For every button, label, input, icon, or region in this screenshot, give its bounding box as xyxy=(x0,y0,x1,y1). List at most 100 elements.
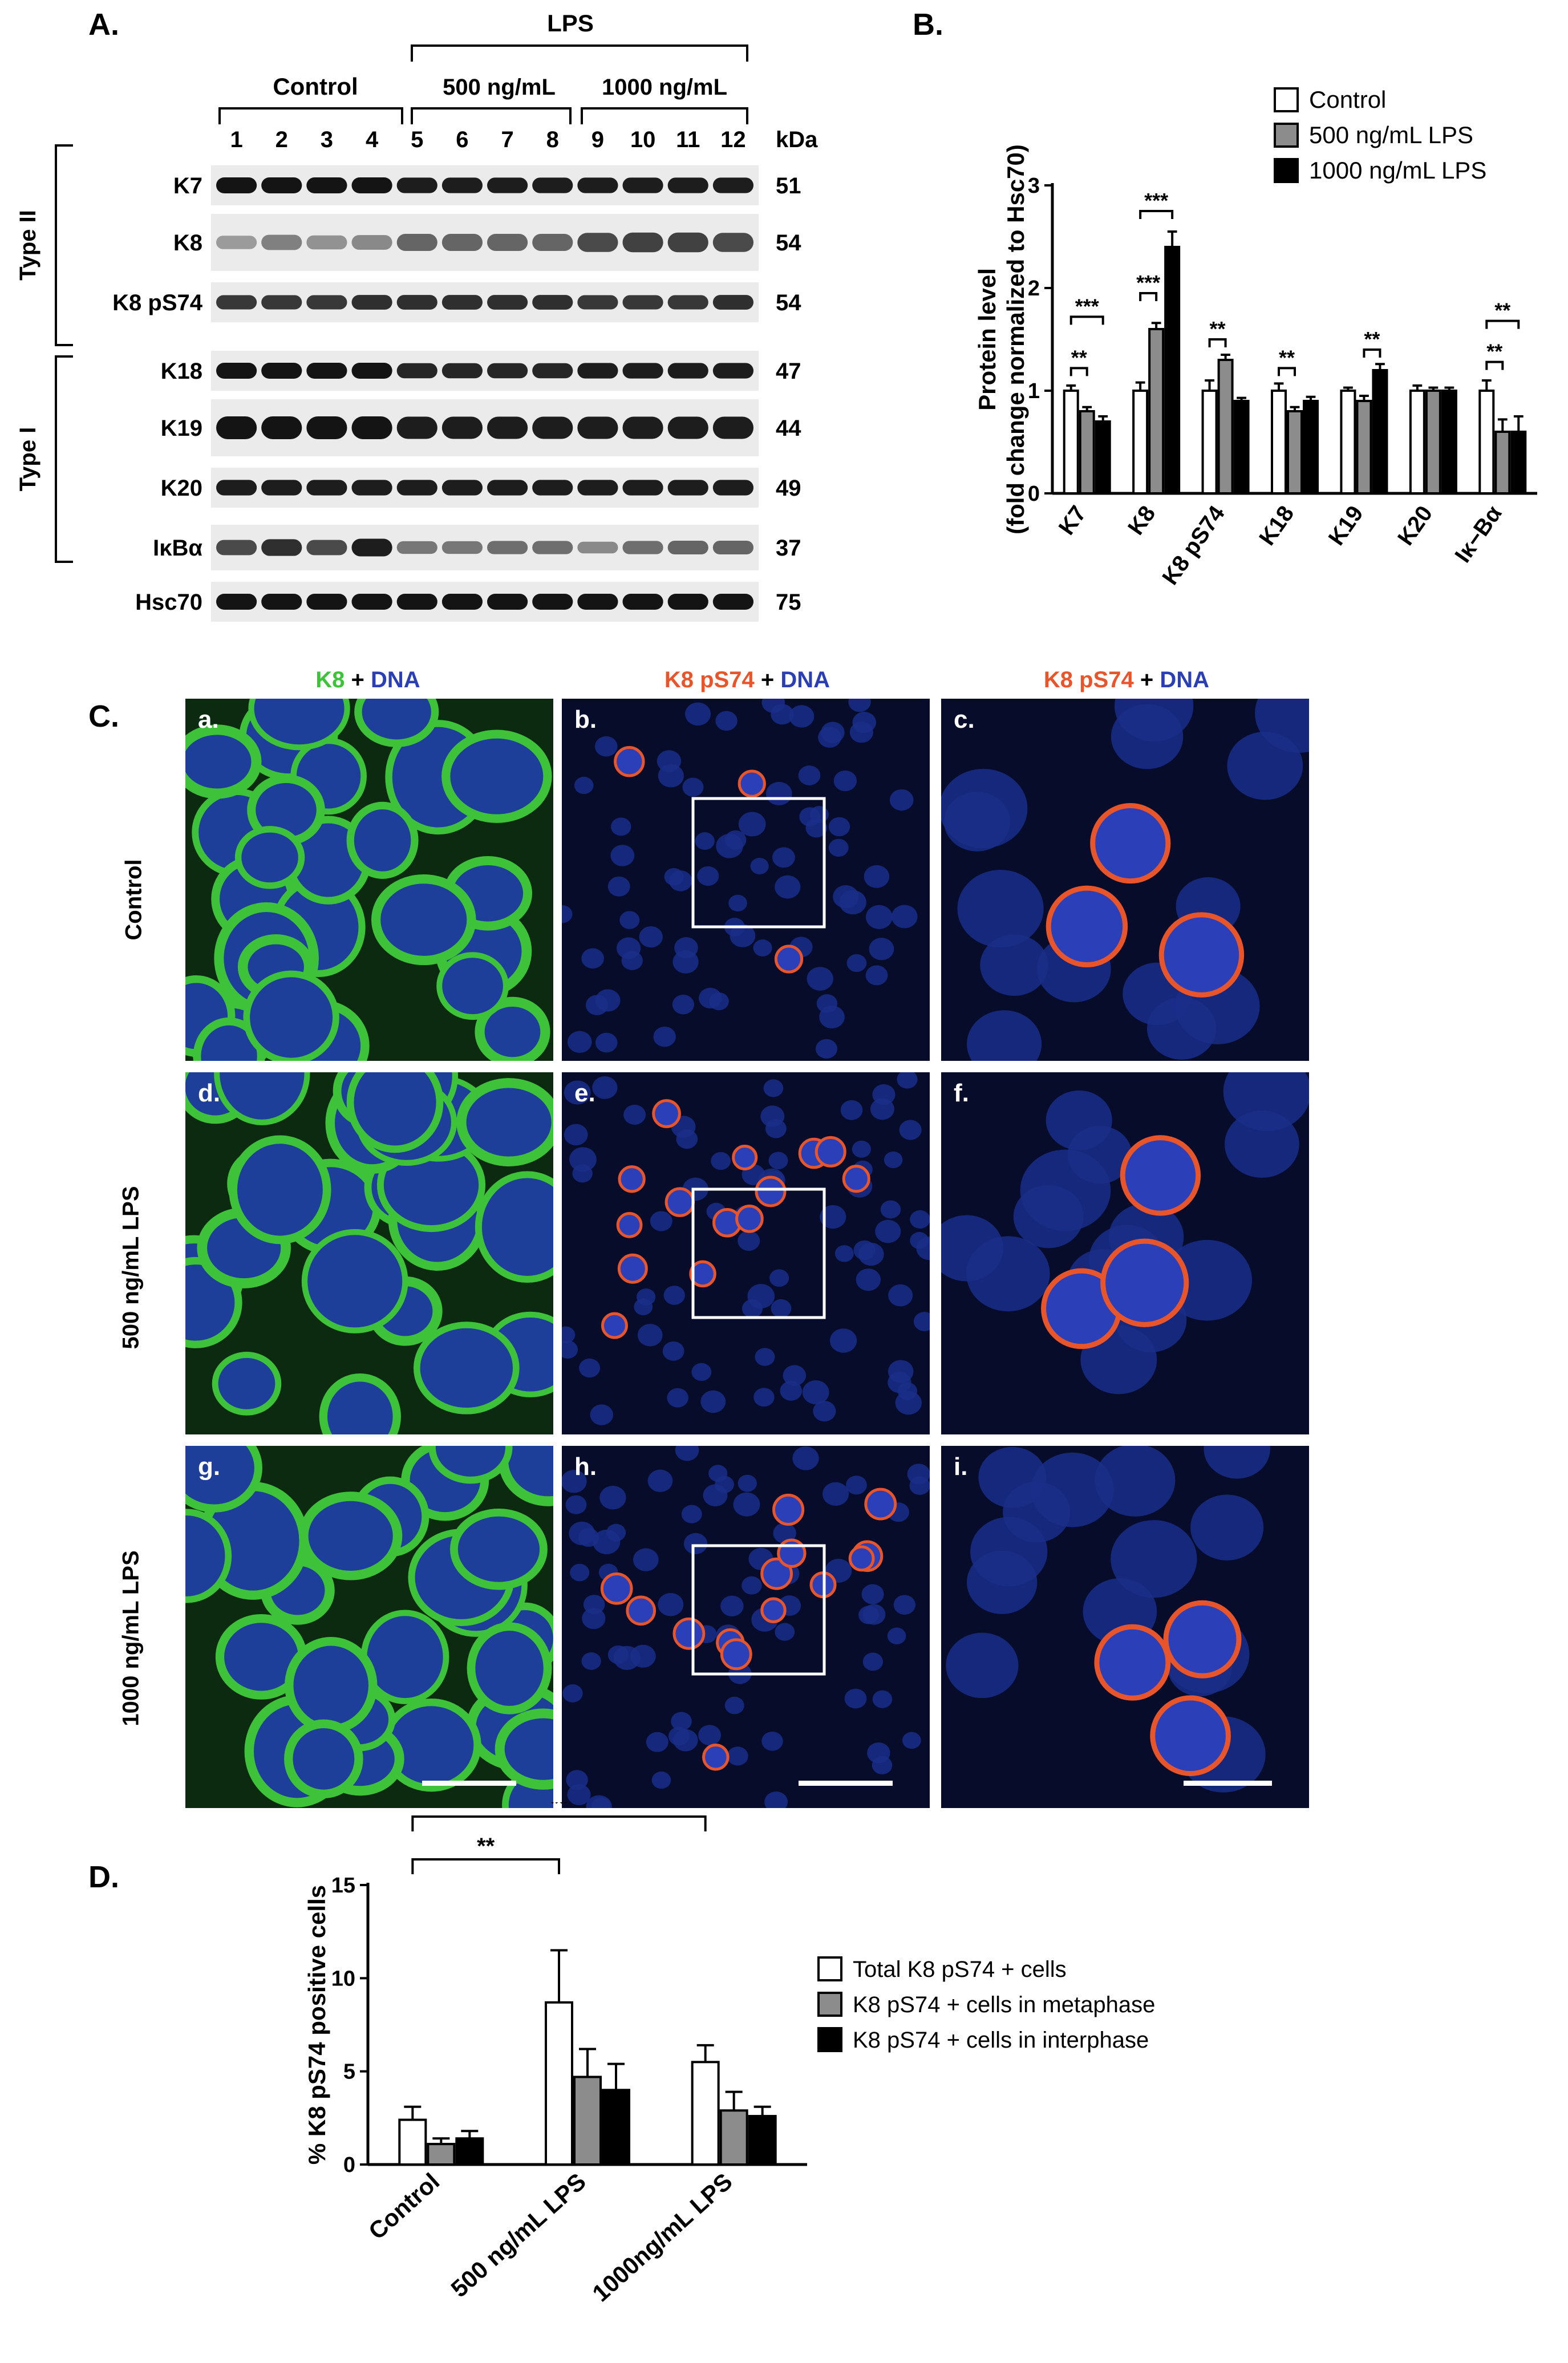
cell-nucleus xyxy=(765,781,792,805)
blot-row: K7 51 xyxy=(173,165,801,205)
cell-nucleus xyxy=(910,1210,930,1229)
cell-nucleus xyxy=(637,1324,663,1347)
col-header-2: K8 pS74 + DNA xyxy=(562,667,933,693)
cell-nucleus xyxy=(495,1708,553,1790)
blot-band xyxy=(441,363,483,379)
cell-nucleus xyxy=(441,729,552,823)
blot-band xyxy=(216,416,257,439)
cell-nucleus xyxy=(671,1712,692,1731)
k8-ps74-positive-cell xyxy=(864,1487,897,1521)
cell-nucleus xyxy=(869,938,894,960)
significance-label: ** xyxy=(1071,346,1087,369)
cell-nucleus xyxy=(650,1211,672,1231)
cell-nucleus xyxy=(570,1563,590,1582)
k8-ps74-positive-cell xyxy=(689,1260,716,1288)
cell-nucleus xyxy=(738,812,766,837)
bar xyxy=(1164,246,1181,495)
significance-bracket xyxy=(1208,338,1227,347)
cell-nucleus xyxy=(829,1328,857,1353)
cell-nucleus xyxy=(852,711,876,733)
blot-band xyxy=(441,233,483,252)
cell-nucleus xyxy=(819,1006,845,1029)
cell-nucleus xyxy=(691,1363,712,1381)
blot-strip xyxy=(211,525,759,570)
lane-numbers: 1 2 3 4 5 6 7 8 9 10 11 12 xyxy=(230,127,745,152)
type-ii-bracket xyxy=(55,144,73,346)
cell-nucleus xyxy=(875,1219,901,1243)
cell-nucleus xyxy=(738,1474,757,1492)
cell-nucleus xyxy=(724,1696,744,1715)
col-header-3: K8 pS74 + DNA xyxy=(941,667,1312,693)
type-i-bracket xyxy=(55,355,73,563)
cell-nucleus xyxy=(720,1595,744,1617)
row-label-control: Control xyxy=(121,859,147,941)
col-header-2-dna: DNA xyxy=(780,667,830,692)
legend-swatch xyxy=(817,1992,842,2017)
cell-nucleus xyxy=(1031,1452,1114,1527)
cell-nucleus xyxy=(229,1135,331,1245)
blot-band xyxy=(261,594,302,610)
blot-band xyxy=(351,177,392,193)
blot-band xyxy=(441,541,483,554)
k8-ps74-positive-cell xyxy=(720,1638,752,1671)
cell-nucleus xyxy=(840,1100,863,1120)
cell-nucleus xyxy=(844,1688,867,1709)
significance-bracket xyxy=(411,1815,707,1831)
blot-band xyxy=(667,480,708,496)
cell-nucleus xyxy=(703,1484,728,1507)
cell-nucleus xyxy=(750,857,769,874)
blot-band xyxy=(532,233,573,252)
blot-band xyxy=(532,594,573,610)
micrograph-label: c. xyxy=(954,706,975,733)
cell-nucleus xyxy=(1223,1072,1309,1132)
cell-nucleus xyxy=(623,1104,646,1125)
blot-row-kda: 44 xyxy=(776,416,801,441)
k8-ps74-positive-cell xyxy=(760,1557,793,1590)
cell-nucleus xyxy=(285,1637,378,1734)
k8-ps74-positive-cell xyxy=(616,1211,643,1238)
cell-nucleus xyxy=(234,826,305,889)
blot-band xyxy=(667,295,708,310)
blot-row: K19 44 xyxy=(161,399,801,456)
cell-nucleus xyxy=(893,1595,916,1615)
cell-nucleus xyxy=(607,1645,629,1664)
cell-nucleus xyxy=(913,1312,930,1331)
cell-nucleus xyxy=(967,1010,1042,1061)
cell-nucleus xyxy=(899,1120,922,1140)
cell-nucleus xyxy=(248,699,350,751)
cell-nucleus xyxy=(884,1151,903,1169)
cell-nucleus xyxy=(657,750,682,772)
blot-band xyxy=(441,177,483,193)
blot-band xyxy=(216,236,257,249)
cell-nucleus xyxy=(865,905,893,929)
blot-band xyxy=(351,416,392,439)
significance-label: ** xyxy=(477,1834,495,1859)
cell-nucleus xyxy=(698,1725,722,1746)
col-header-1-plus: + xyxy=(351,667,364,692)
cell-nucleus xyxy=(212,1352,282,1416)
blot-band xyxy=(487,363,528,379)
blot-band xyxy=(351,235,392,250)
blot-row-label: K18 xyxy=(161,359,202,384)
cell-nucleus xyxy=(567,1784,591,1805)
blot-band xyxy=(577,541,618,554)
k8-ps74-positive-cell xyxy=(652,1099,681,1128)
blot-band xyxy=(396,295,437,310)
legend-swatch xyxy=(817,2027,842,2052)
cell-nucleus xyxy=(193,1017,265,1061)
blot-band xyxy=(396,416,437,439)
blot-band xyxy=(396,541,437,554)
cell-nucleus xyxy=(1067,1125,1132,1184)
micrograph-c: c. xyxy=(941,699,1309,1061)
bar xyxy=(1201,390,1218,495)
cell-nucleus xyxy=(456,1078,553,1166)
blot-band xyxy=(261,234,302,250)
significance-label: ** xyxy=(1494,299,1510,322)
cell-nucleus xyxy=(724,830,747,850)
blot-band xyxy=(667,363,708,379)
cell-nucleus xyxy=(815,1039,838,1059)
cell-nucleus xyxy=(672,950,699,974)
bar xyxy=(1356,400,1372,495)
cell-nucleus xyxy=(946,1632,1019,1699)
y-axis-title: % K8 pS74 positive cells xyxy=(303,1885,330,2165)
